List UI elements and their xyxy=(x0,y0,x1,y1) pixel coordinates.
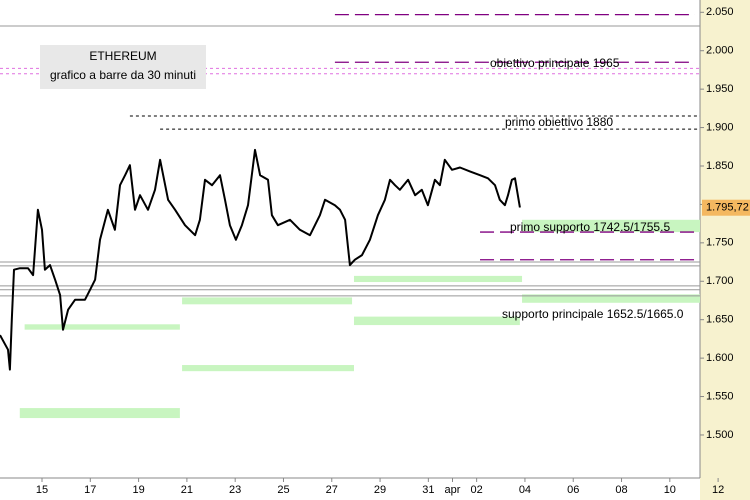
x-tick-label: 31 xyxy=(422,484,434,496)
chart-subtitle: grafico a barre da 30 minuti xyxy=(50,68,196,82)
x-tick-label: 17 xyxy=(84,484,96,496)
chart-title: ETHEREUM xyxy=(89,49,156,63)
support-band xyxy=(19,408,180,419)
x-tick-label: 23 xyxy=(229,484,241,496)
y-tick-label: 1.600 xyxy=(706,352,734,364)
x-tick-label: 10 xyxy=(664,484,676,496)
support-band xyxy=(182,297,353,305)
last-price-box xyxy=(702,199,750,216)
annotation: obiettivo principale 1965 xyxy=(490,56,620,70)
x-tick-label: 25 xyxy=(277,484,289,496)
support-band xyxy=(522,294,700,303)
y-tick-label: 2.050 xyxy=(706,6,734,18)
x-tick-label: 21 xyxy=(181,484,193,496)
support-band xyxy=(182,365,354,372)
support-band xyxy=(522,219,700,233)
y-tick-label: 1.700 xyxy=(706,275,734,287)
x-tick-label: 29 xyxy=(374,484,386,496)
axis-background xyxy=(700,0,750,500)
x-tick-label: 04 xyxy=(519,484,531,496)
support-band xyxy=(353,275,523,283)
y-tick-label: 1.850 xyxy=(706,160,734,172)
x-tick-label: apr xyxy=(445,484,461,496)
y-tick-label: 1.650 xyxy=(706,314,734,326)
y-tick-label: 1.500 xyxy=(706,429,734,441)
y-tick-label: 1.750 xyxy=(706,237,734,249)
support-band xyxy=(353,316,520,326)
annotation: primo obiettivo 1880 xyxy=(505,115,613,129)
x-tick-label: 06 xyxy=(567,484,579,496)
x-tick-label: 27 xyxy=(326,484,338,496)
last-price-label: 1.795,72 xyxy=(706,202,749,214)
x-tick-label: 19 xyxy=(132,484,144,496)
x-tick-label: 12 xyxy=(712,484,724,496)
title-box xyxy=(40,45,206,89)
y-tick-label: 1.900 xyxy=(706,121,734,133)
support-band xyxy=(24,324,180,330)
y-tick-label: 1.950 xyxy=(706,83,734,95)
y-tick-label: 1.550 xyxy=(706,390,734,402)
price-line xyxy=(0,148,521,371)
y-tick-label: 2.000 xyxy=(706,45,734,57)
annotation: supporto principale 1652.5/1665.0 xyxy=(502,307,684,321)
x-tick-label: 08 xyxy=(615,484,627,496)
x-tick-label: 02 xyxy=(471,484,483,496)
x-tick-label: 15 xyxy=(36,484,48,496)
annotation: primo supporto 1742.5/1755.5 xyxy=(510,220,670,234)
